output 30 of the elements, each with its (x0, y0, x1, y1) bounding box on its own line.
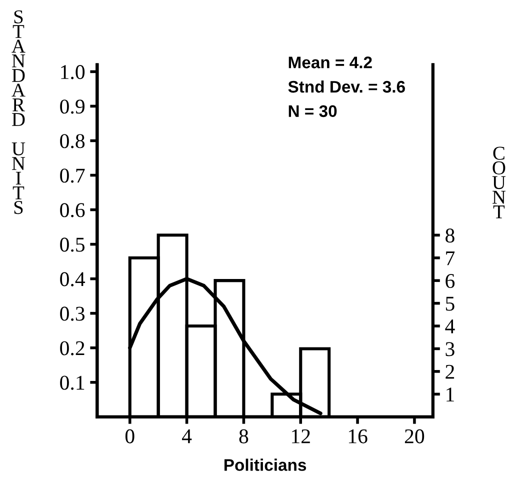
x-tick-label: 4 (182, 429, 192, 444)
text: STANDARD UNITS (12, 10, 26, 214)
annotation: Stnd Dev. = 3.6 (288, 80, 405, 93)
y-tick-label: 0.1 (60, 376, 84, 390)
y2-tick-label: 4 (445, 320, 455, 334)
y2-tick-label: 8 (446, 228, 454, 243)
y-tick-label: 0.5 (60, 238, 85, 252)
y-tick-label: 0.9 (60, 100, 84, 114)
y-tick-label: 0.4 (60, 272, 86, 286)
y2-tick-label: 7 (446, 251, 455, 266)
x-tick-label: 16 (348, 429, 368, 444)
y2-tick-label: 2 (446, 364, 454, 379)
y-tick-label: 0.6 (60, 203, 85, 218)
y-tick-label: 0.2 (60, 341, 84, 356)
x-tick-label: 20 (404, 429, 424, 444)
annotation: Mean = 4.2 (288, 56, 372, 68)
y2-tick-label: 1 (446, 388, 454, 402)
y-tick-label: 0.3 (60, 306, 85, 321)
x-tick-label: 12 (292, 429, 310, 444)
x-tick-label: 8 (239, 429, 248, 444)
x-tick-label: 0 (125, 429, 134, 444)
y2-axis-title: COUNT (492, 146, 506, 218)
y2-tick-label: 5 (446, 296, 454, 311)
y-tick-label: 1.0 (61, 65, 85, 80)
x-axis-title: Politicians (224, 458, 306, 471)
y-tick-label: 0.8 (60, 134, 85, 148)
annotation: N = 30 (288, 105, 337, 118)
y2-tick-label: 3 (446, 342, 454, 356)
y-tick-label: 0.7 (60, 168, 85, 183)
y2-tick-label: 6 (446, 274, 455, 288)
